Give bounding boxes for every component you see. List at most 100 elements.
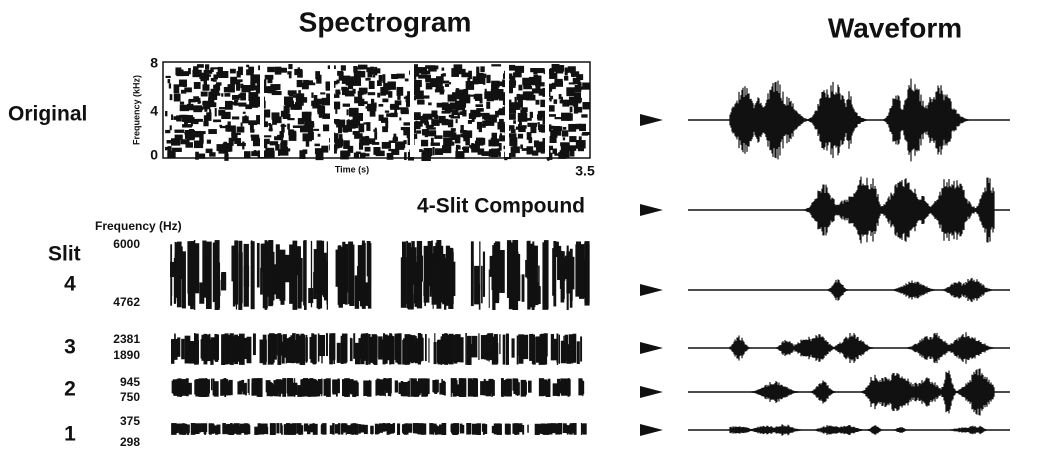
slit-blob — [444, 275, 447, 310]
spectro-blob — [441, 86, 444, 90]
slit-blob — [332, 423, 335, 435]
slit-blob — [394, 380, 398, 393]
spectro-blob — [209, 109, 212, 117]
spectro-blob — [262, 135, 272, 138]
spectro-blob — [241, 84, 251, 93]
slit-blob — [174, 423, 179, 434]
spectro-blob — [510, 78, 514, 87]
slit-blob — [180, 379, 187, 396]
spectro-blob — [416, 121, 423, 127]
spectro-blob — [271, 90, 282, 96]
slit-blob — [538, 265, 540, 290]
band-lower: 1890 — [113, 348, 140, 362]
spectro-blob — [219, 124, 223, 127]
slit-blob — [170, 261, 176, 277]
spectro-blob — [199, 133, 204, 143]
slit-blob — [343, 335, 346, 363]
slit-blob — [206, 379, 210, 394]
slit-blob — [459, 424, 465, 434]
spectro-blob — [463, 88, 469, 97]
spectro-blob — [303, 119, 312, 123]
spectro-blob — [295, 93, 305, 100]
slit-blob — [413, 256, 417, 304]
slit-blob — [482, 251, 486, 297]
slit-blob — [294, 378, 296, 397]
spectro-blob — [313, 95, 318, 102]
slit-blob — [409, 279, 414, 307]
spectro-blob — [554, 153, 562, 156]
spectro-blob — [506, 113, 516, 120]
slit-blob — [368, 336, 374, 363]
spectro-blob — [554, 78, 563, 85]
spectro-blob — [403, 96, 408, 99]
spectro-blob — [430, 137, 434, 146]
slit-blob — [352, 427, 354, 435]
slit-blob — [179, 380, 182, 397]
slit-blob — [526, 241, 529, 279]
spectro-blob — [424, 117, 428, 126]
spectro-blob — [395, 101, 398, 104]
spectro-blob — [217, 66, 223, 75]
slit-blob — [533, 282, 539, 306]
spectro-blob — [180, 89, 187, 94]
spectro-blob — [169, 125, 172, 131]
arrow — [640, 386, 663, 398]
spectro-blob — [367, 138, 376, 145]
spectro-blob — [481, 73, 487, 79]
spectro-blob — [526, 146, 534, 155]
slit-blob — [498, 241, 501, 289]
slit-blob — [209, 425, 216, 433]
spectro-blob — [386, 152, 394, 160]
slit-blob — [337, 378, 340, 392]
slit-blob — [527, 424, 529, 433]
spectro-blob — [460, 125, 464, 133]
spectro-blob — [527, 93, 531, 100]
slit-blob — [186, 382, 192, 395]
spectro-blob — [386, 113, 391, 117]
spectro-blob — [205, 64, 210, 70]
slit-blob — [275, 244, 280, 299]
spectro-blob — [490, 142, 494, 146]
spectro-blob — [568, 82, 576, 85]
arrow — [640, 284, 663, 296]
spectro-blob — [251, 135, 260, 141]
spectro-blob — [208, 129, 217, 135]
slit-blob — [496, 423, 500, 435]
slit-number: 1 — [64, 423, 76, 446]
slit-blob — [448, 248, 454, 309]
slit-blob — [228, 379, 233, 396]
spectro-blob — [491, 80, 500, 88]
spectro-blob — [431, 65, 439, 70]
y-tick-label: 0 — [150, 147, 158, 163]
spectro-blob — [366, 122, 371, 131]
spectro-blob — [438, 115, 446, 124]
spectro-blob — [230, 68, 236, 74]
slit-blob — [344, 339, 348, 363]
slit-blob — [516, 335, 519, 365]
spectro-blob — [491, 95, 499, 101]
slit-blob — [260, 243, 266, 273]
slit-blob — [566, 425, 571, 434]
slit-blob — [481, 265, 483, 304]
slit-blob — [173, 381, 178, 396]
waveforms — [640, 78, 1010, 436]
spectro-blob — [322, 124, 330, 132]
spectro-blob — [475, 104, 483, 108]
spectro-blob — [537, 124, 542, 131]
spectro-blob — [537, 122, 540, 125]
slit-blob — [553, 240, 557, 307]
slit-blob — [260, 267, 263, 295]
spectro-blob — [486, 101, 491, 109]
slit-blob — [180, 384, 183, 396]
slit-blob — [178, 378, 181, 397]
spectro-blob — [533, 140, 540, 148]
spectro-blob — [308, 80, 313, 85]
slit-blob — [545, 335, 548, 365]
spectro-blob — [234, 100, 239, 103]
spectro-gap — [545, 63, 549, 157]
spectro-blob — [483, 76, 486, 85]
spectro-blob — [329, 94, 340, 98]
spectro-blob — [412, 133, 418, 139]
slit-blob — [378, 423, 384, 433]
slit-blob — [305, 337, 308, 362]
